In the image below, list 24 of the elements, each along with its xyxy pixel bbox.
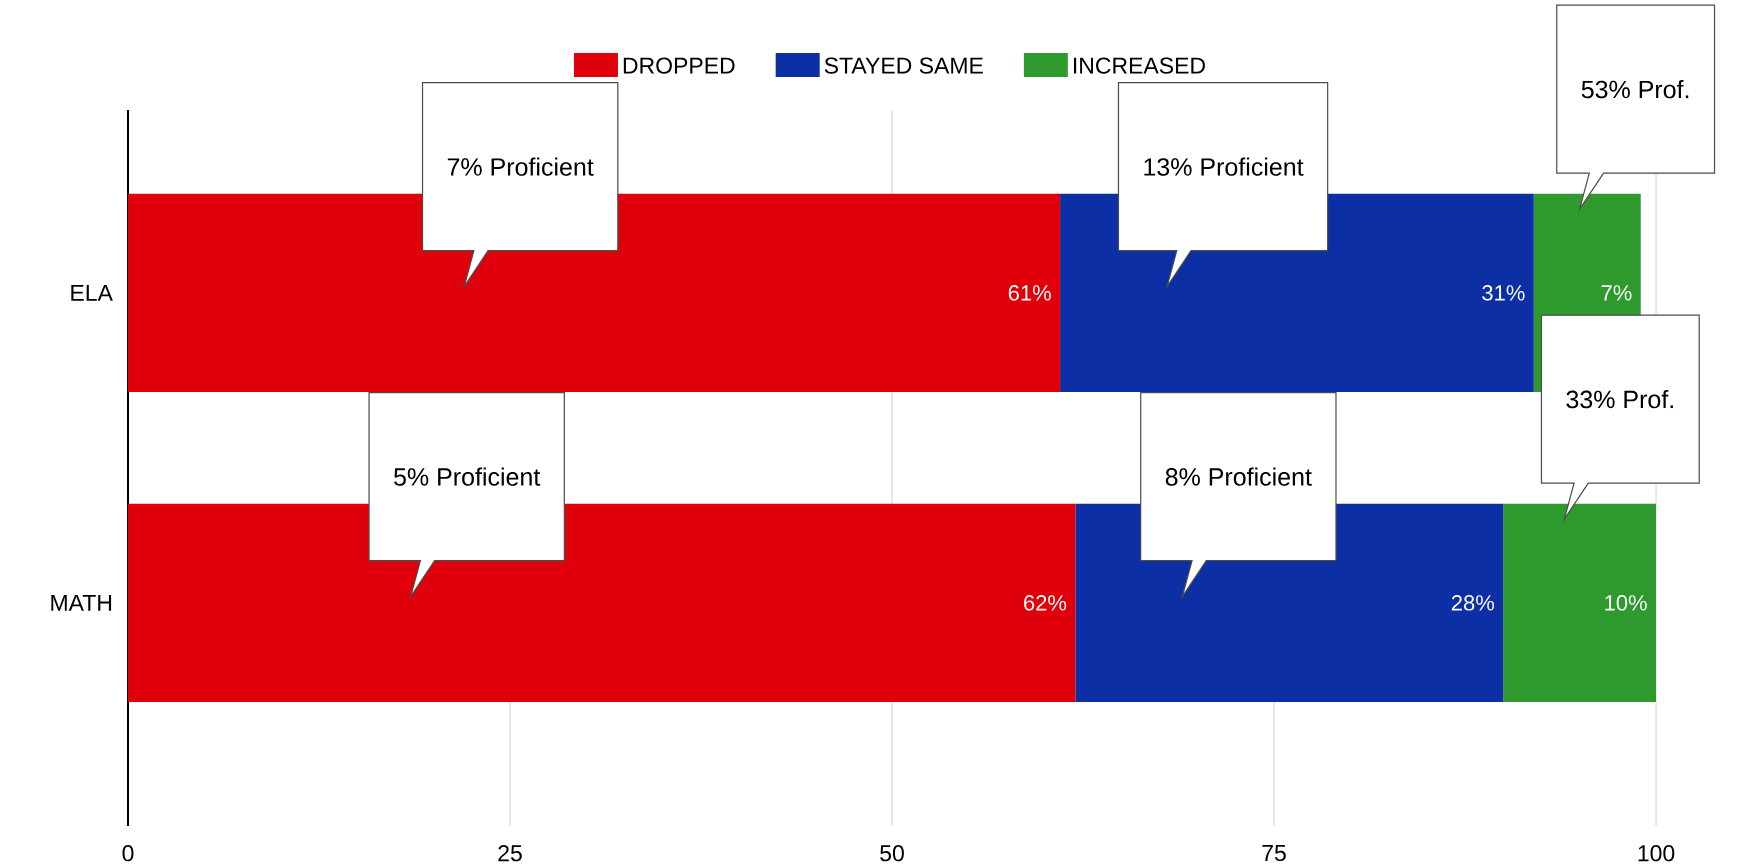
y-tick-label: ELA xyxy=(71,284,113,301)
bar xyxy=(128,193,1061,393)
legend-label: DROPPED xyxy=(623,57,735,74)
data-label: 28% xyxy=(1451,595,1495,611)
x-tick-label: 0 xyxy=(122,845,134,862)
annotation: 13% Proficient xyxy=(1144,157,1304,176)
x-tick-label: 100 xyxy=(1638,845,1675,862)
text: 53% Prof. xyxy=(1581,80,1689,99)
data-label: 62% xyxy=(1024,595,1067,611)
annotation: 5% Proficient xyxy=(394,467,541,486)
x-tick-label: 50 xyxy=(880,845,904,862)
annotation: 8% Proficient xyxy=(1165,467,1312,486)
data-label: 31% xyxy=(1482,285,1525,301)
annotation: 7% Proficient xyxy=(447,157,594,176)
bar xyxy=(128,503,1076,703)
data-label: 61% xyxy=(1008,285,1051,301)
legend-label: INCREASED xyxy=(1074,57,1205,74)
y-tick-label: MATH xyxy=(51,594,112,611)
legend-label: STAYED SAME xyxy=(824,57,983,74)
data-label: 10% xyxy=(1605,595,1647,611)
data-label: 7% xyxy=(1601,285,1632,301)
x-tick-label: 75 xyxy=(1262,845,1286,862)
x-tick-label: 25 xyxy=(498,845,522,862)
annotation: 33% Prof. xyxy=(1566,389,1673,409)
